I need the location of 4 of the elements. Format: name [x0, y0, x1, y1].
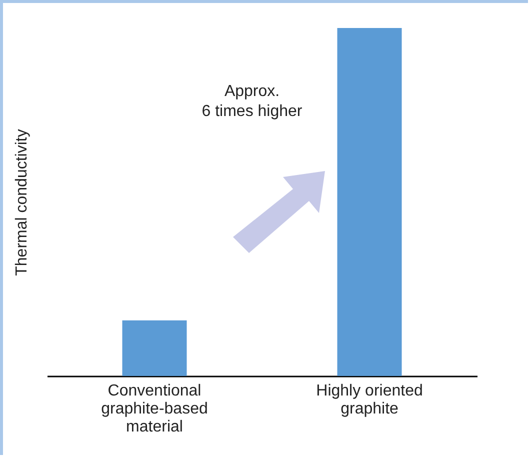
x-tick-label: Highly oriented graphite	[316, 382, 423, 418]
x-tick-label: Conventional graphite-based material	[101, 382, 208, 436]
annotation: Approx. 6 times higher	[202, 83, 303, 120]
y-axis-title: Thermal conductivity	[14, 129, 30, 276]
